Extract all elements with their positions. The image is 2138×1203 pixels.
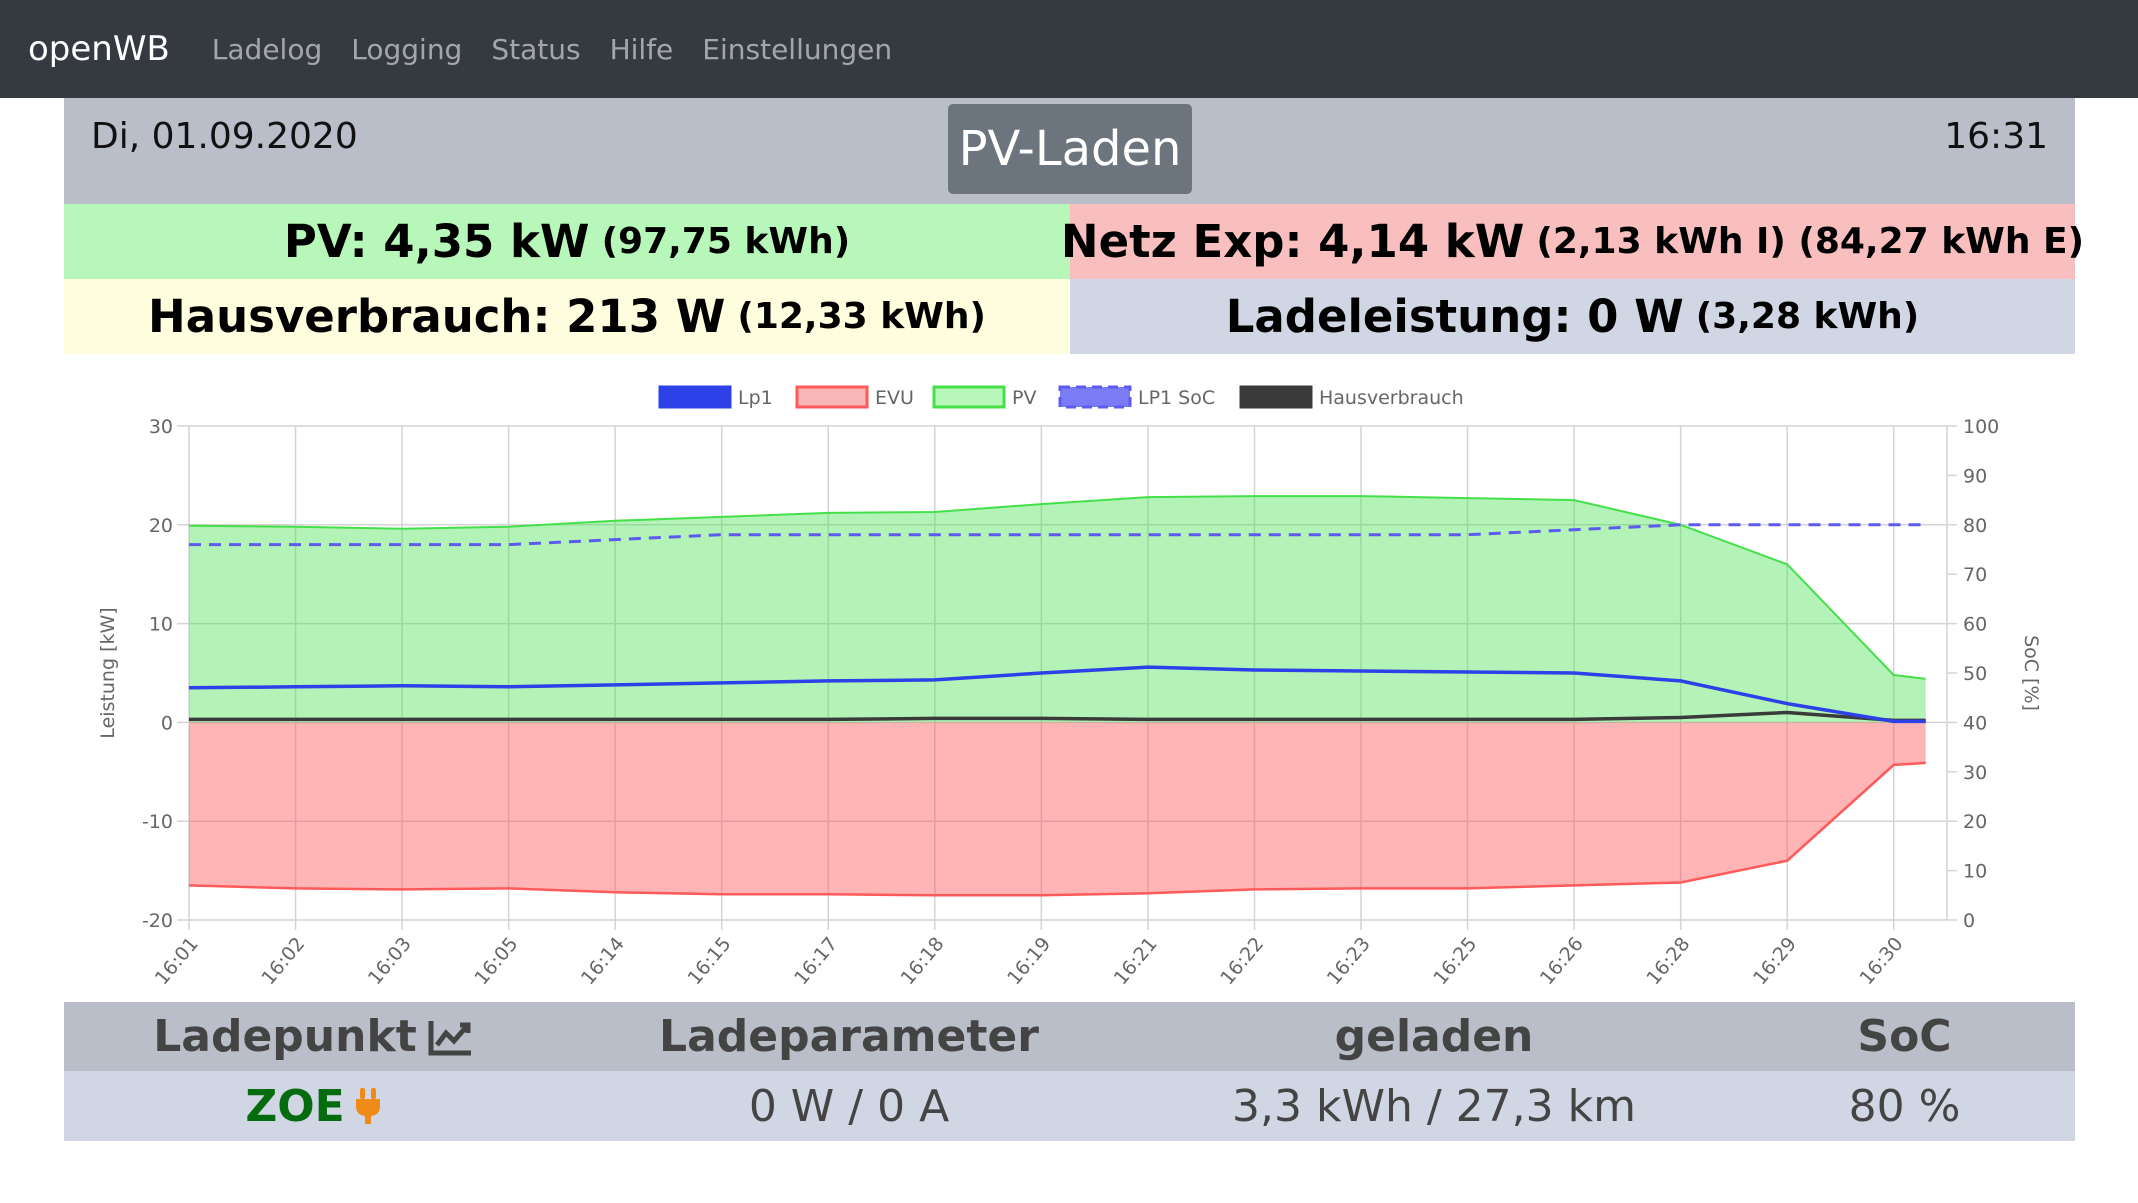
y-tick-label: -20 [142,910,173,932]
y-tick-label: 0 [161,712,173,734]
pv-power-value: PV: 4,35 kW [283,215,590,268]
y2-tick-label: 50 [1963,663,1987,685]
evu-area [189,722,1926,896]
legend-label: Hausverbrauch [1319,387,1464,409]
house-consumption-value: Hausverbrauch: 213 W [148,290,726,343]
grid-energy-value: (2,13 kWh I) (84,27 kWh E) [1536,221,2085,262]
charging-energy-value: (3,28 kWh) [1695,296,1920,337]
nav-status[interactable]: Status [491,32,581,66]
y-tick-label: 10 [149,614,173,636]
pv-series-line [188,495,1926,680]
date-display: Di, 01.09.2020 [91,116,358,157]
charging-power-tile: Ladeleistung: 0 W (3,28 kWh) [1070,279,2075,354]
house-consumption-tile: Hausverbrauch: 213 W (12,33 kWh) [64,279,1070,354]
legend-label: PV [1012,387,1036,409]
x-tick-label: 16:02 [257,933,309,989]
y2-tick-label: 60 [1963,614,1987,636]
nav-hilfe[interactable]: Hilfe [609,32,674,66]
pv-power-tile: PV: 4,35 kW (97,75 kWh) [64,204,1070,279]
x-tick-label: 16:22 [1216,933,1268,989]
evu-series-line [188,761,1926,897]
legend-swatch [1239,385,1313,409]
legend-label: Lp1 [738,387,773,409]
time-display: 16:31 [1944,116,2048,157]
y2-tick-label: 0 [1963,910,1975,932]
y2-tick-label: 20 [1963,811,1987,833]
x-tick-label: 16:19 [1003,933,1055,989]
charge-parameters: 0 W / 0 A [748,1080,950,1132]
vehicle-name[interactable]: ZOE [245,1080,345,1132]
header-ladepunkt: Ladepunkt [64,1002,564,1071]
x-tick-label: 16:05 [470,933,522,989]
ladepunkt-header-row: Ladepunkt Ladeparameter geladen SoC [64,1002,2075,1071]
y2-tick-label: 70 [1963,564,1987,586]
plug-icon [355,1088,380,1124]
soc-value: 80 % [1848,1080,1961,1132]
legend-label: EVU [875,387,914,409]
grid-power-value: Netz Exp: 4,14 kW [1060,215,1525,268]
legend-swatch [1058,385,1132,409]
haus-series-line [189,710,1926,723]
x-tick-label: 16:01 [151,933,203,989]
x-tick-label: 16:26 [1536,933,1588,989]
nav-einstellungen[interactable]: Einstellungen [702,32,893,66]
x-tick-label: 16:30 [1856,933,1908,989]
x-tick-label: 16:14 [577,933,629,989]
navbar: openWB Ladelog Logging Status Hilfe Eins… [0,0,2138,98]
legend-swatch [932,385,1006,409]
charge-mode-button[interactable]: PV-Laden [948,104,1192,194]
header-geladen: geladen [1334,1011,1534,1062]
legend-swatch [658,385,732,409]
x-tick-label: 16:29 [1749,933,1801,989]
y2-axis-title: SoC [%] [2020,635,2042,711]
x-tick-label: 16:18 [897,933,949,989]
x-tick-label: 16:23 [1323,933,1375,989]
x-tick-label: 16:03 [364,933,416,989]
y-axis-title: Leistung [kW] [97,607,119,738]
header-ladepunkt-label: Ladepunkt [153,1011,417,1062]
ladepunkt-name-cell[interactable]: ZOE [64,1071,564,1141]
x-tick-label: 16:28 [1642,933,1694,989]
nav-ladelog[interactable]: Ladelog [211,32,323,66]
x-tick-label: 16:25 [1429,933,1481,989]
lp1-series-line [188,665,1926,724]
charged-amount: 3,3 kWh / 27,3 km [1232,1080,1636,1132]
header-ladeparameter: Ladeparameter [659,1011,1039,1062]
header-soc: SoC [1857,1011,1952,1062]
pv-energy-value: (97,75 kWh) [601,221,851,262]
y2-tick-label: 90 [1963,465,1987,487]
power-chart[interactable]: -20 -10 0 10 20 30 0 10 20 30 40 50 60 70 80 90 100 16:01… [64,370,2075,990]
y2-tick-label: 80 [1963,515,1987,537]
grid-power-tile: Netz Exp: 4,14 kW (2,13 kWh I) (84,27 kW… [1061,204,2084,279]
y2-tick-label: 30 [1963,762,1987,784]
legend-swatch [795,385,869,409]
status-header: Di, 01.09.2020 PV-Laden 16:31 [64,98,2075,204]
charging-power-value: Ladeleistung: 0 W [1225,290,1684,343]
soc-series-line [189,523,1926,547]
x-tick-label: 16:21 [1110,933,1162,989]
brand-logo[interactable]: openWB [28,29,170,69]
nav-logging[interactable]: Logging [351,32,463,66]
pv-area [189,496,1926,723]
y2-tick-label: 10 [1963,861,1987,883]
legend-label: LP1 SoC [1138,387,1215,409]
y2-tick-label: 100 [1963,416,1999,438]
ladepunkt-row: ZOE 0 W / 0 A 3,3 kWh / 27,3 km 80 % [64,1071,2075,1141]
chart-line-icon[interactable] [427,1017,475,1057]
x-tick-label: 16:15 [684,933,736,989]
y-tick-label: 30 [149,416,173,438]
y-tick-label: -10 [142,811,173,833]
y-tick-label: 20 [149,515,173,537]
house-energy-value: (12,33 kWh) [737,296,986,337]
power-chart-svg: -20 -10 0 10 20 30 0 10 20 30 40 50 60 70 80 90 100 16:01… [97,385,2042,989]
y2-tick-label: 40 [1963,712,1987,734]
x-tick-label: 16:17 [790,933,842,989]
